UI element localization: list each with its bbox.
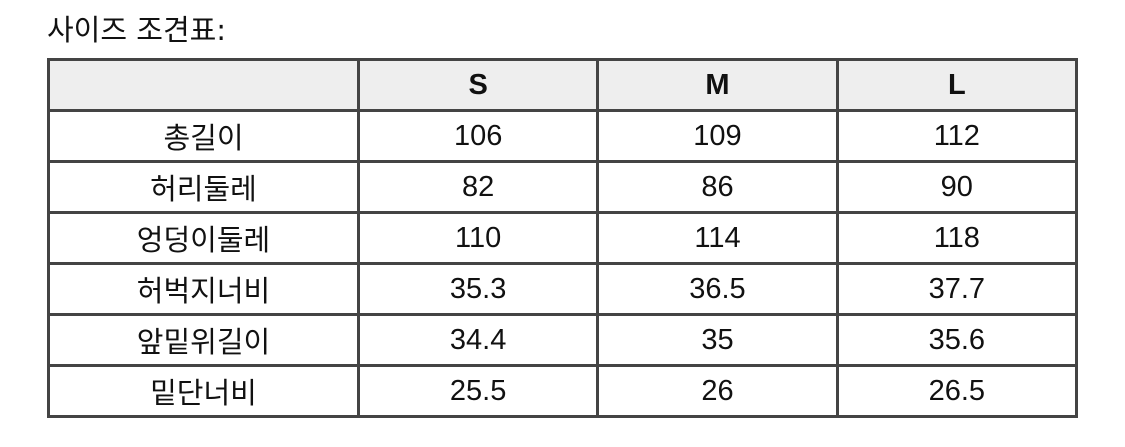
value-cell: 114 xyxy=(596,211,839,265)
row-label-cell: 허리둘레 xyxy=(47,160,360,214)
row-label-cell: 밑단너비 xyxy=(47,364,360,418)
table-row: 허리둘레 82 86 90 xyxy=(47,160,1079,214)
header-cell-m: M xyxy=(596,58,839,112)
value-cell: 25.5 xyxy=(356,364,600,418)
value-cell: 35.6 xyxy=(835,313,1079,367)
size-chart-table: S M L 총길이 106 109 112 허리둘레 82 86 90 엉덩이둘레 110 114 1… xyxy=(47,58,1079,418)
value-cell: 37.7 xyxy=(835,262,1079,316)
value-cell: 109 xyxy=(596,109,839,163)
table-row: 총길이 106 109 112 xyxy=(47,109,1079,163)
table-row: 엉덩이둘레 110 114 118 xyxy=(47,211,1079,265)
header-row: S M L xyxy=(47,58,1079,112)
value-cell: 26 xyxy=(596,364,839,418)
table-row: 앞밑위길이 34.4 35 35.6 xyxy=(47,313,1079,367)
header-cell-s: S xyxy=(356,58,600,112)
row-label-cell: 총길이 xyxy=(47,109,360,163)
row-label-cell: 앞밑위길이 xyxy=(47,313,360,367)
table-row: 허벅지너비 35.3 36.5 37.7 xyxy=(47,262,1079,316)
value-cell: 34.4 xyxy=(356,313,600,367)
value-cell: 35 xyxy=(596,313,839,367)
table-row: 밑단너비 25.5 26 26.5 xyxy=(47,364,1079,418)
row-label-cell: 엉덩이둘레 xyxy=(47,211,360,265)
header-cell-l: L xyxy=(835,58,1079,112)
row-label-cell: 허벅지너비 xyxy=(47,262,360,316)
value-cell: 118 xyxy=(835,211,1079,265)
value-cell: 110 xyxy=(356,211,600,265)
value-cell: 36.5 xyxy=(596,262,839,316)
value-cell: 86 xyxy=(596,160,839,214)
value-cell: 26.5 xyxy=(835,364,1079,418)
page-title: 사이즈 조견표: xyxy=(47,13,227,47)
value-cell: 106 xyxy=(356,109,600,163)
value-cell: 82 xyxy=(356,160,600,214)
value-cell: 112 xyxy=(835,109,1079,163)
header-cell-blank xyxy=(47,58,360,112)
value-cell: 35.3 xyxy=(356,262,600,316)
value-cell: 90 xyxy=(835,160,1079,214)
